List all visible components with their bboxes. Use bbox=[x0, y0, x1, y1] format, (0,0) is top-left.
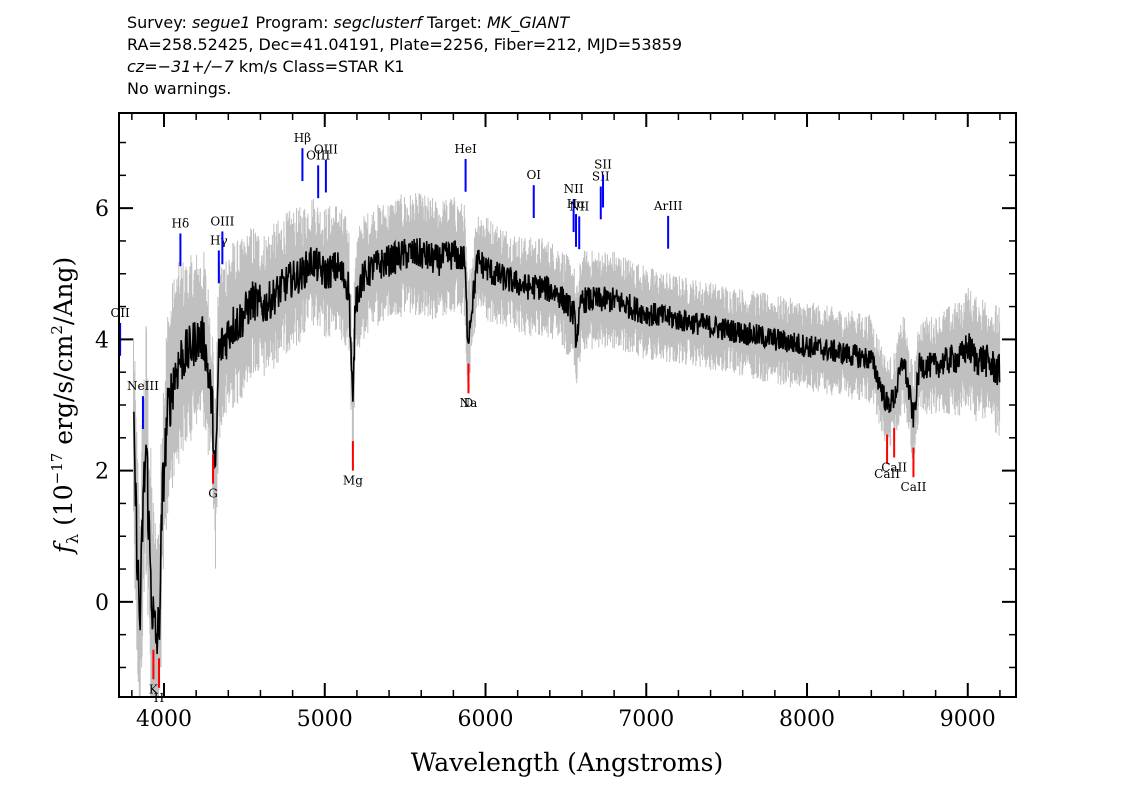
absorption-line-label: D bbox=[464, 396, 474, 410]
target-label: Target: bbox=[421, 13, 487, 32]
emission-line-label: HeI bbox=[454, 142, 477, 156]
header-line-redshift: cz=−31+/−7 km/s Class=STAR K1 bbox=[127, 56, 682, 78]
absorption-line-label: CaII bbox=[901, 480, 927, 494]
x-axis-title: Wavelength (Angstroms) bbox=[411, 748, 723, 777]
emission-line-label: OIII bbox=[306, 148, 330, 162]
axis-ticks-layer: 4000 5000 6000 7000 8000 9000 0 2 4 6 bbox=[95, 113, 1016, 732]
absorption-line-label: Na bbox=[460, 396, 478, 410]
flux-layer bbox=[132, 237, 1001, 655]
y-tick-label: 6 bbox=[95, 197, 109, 222]
emission-line-label: NeIII bbox=[127, 379, 159, 393]
header-line-survey: Survey: segue1 Program: segclusterf Targ… bbox=[127, 12, 682, 34]
emission-line-label: OI bbox=[526, 168, 541, 182]
cz-value: −31+/−7 bbox=[157, 57, 234, 76]
absorption-line-label: CaII bbox=[874, 467, 900, 481]
emission-line-label: NII bbox=[564, 182, 584, 196]
x-tick-label: 7000 bbox=[618, 707, 674, 732]
cz-equals: = bbox=[144, 57, 158, 76]
y-axis-title: fλ (10−17 erg/s/cm2/Ang) bbox=[48, 257, 82, 556]
header-line-warnings: No warnings. bbox=[127, 79, 232, 98]
error-band-layer bbox=[133, 193, 1001, 697]
emission-line-label: Hβ bbox=[294, 131, 311, 145]
emission-line-label: Hγ bbox=[210, 233, 228, 247]
spectrum-header: Survey: segue1 Program: segclusterf Targ… bbox=[127, 12, 682, 100]
program-label: Program: bbox=[250, 13, 334, 32]
x-tick-label: 9000 bbox=[940, 707, 996, 732]
x-tick-label: 8000 bbox=[779, 707, 835, 732]
emission-line-label: OIII bbox=[314, 143, 338, 157]
emission-line-label: OIII bbox=[210, 214, 234, 228]
x-tick-label: 6000 bbox=[458, 707, 514, 732]
emission-line-label: Hδ bbox=[172, 216, 190, 230]
absorption-line-label: G bbox=[208, 487, 218, 501]
program-value: segclusterf bbox=[333, 13, 422, 32]
cz-label: cz bbox=[127, 57, 145, 76]
absorption-line-label: K bbox=[149, 682, 159, 696]
y-tick-label: 2 bbox=[95, 460, 109, 485]
emission-line-label: Hα bbox=[567, 197, 586, 211]
x-tick-label: 4000 bbox=[136, 707, 192, 732]
absorption-line-label: Mg bbox=[343, 474, 363, 488]
cz-class-text: km/s Class=STAR K1 bbox=[233, 57, 405, 76]
y-tick-label: 0 bbox=[95, 591, 109, 616]
emission-line-label: NII bbox=[569, 199, 589, 213]
emission-line-label: ArIII bbox=[653, 199, 683, 213]
flux-series-line bbox=[132, 237, 1001, 655]
emission-line-label: SII bbox=[592, 169, 610, 183]
survey-label: Survey: bbox=[127, 13, 192, 32]
survey-value: segue1 bbox=[191, 13, 251, 32]
emission-line-label: OII bbox=[110, 306, 130, 320]
target-value: MK_GIANT bbox=[487, 13, 570, 32]
x-tick-label: 5000 bbox=[297, 707, 353, 732]
emission-line-label: SII bbox=[594, 158, 612, 172]
y-tick-label: 4 bbox=[95, 328, 109, 353]
absorption-line-label: CaII bbox=[881, 460, 907, 474]
header-line-coordinates: RA=258.52425, Dec=41.04191, Plate=2256, … bbox=[127, 35, 683, 54]
error-band bbox=[133, 193, 1001, 697]
